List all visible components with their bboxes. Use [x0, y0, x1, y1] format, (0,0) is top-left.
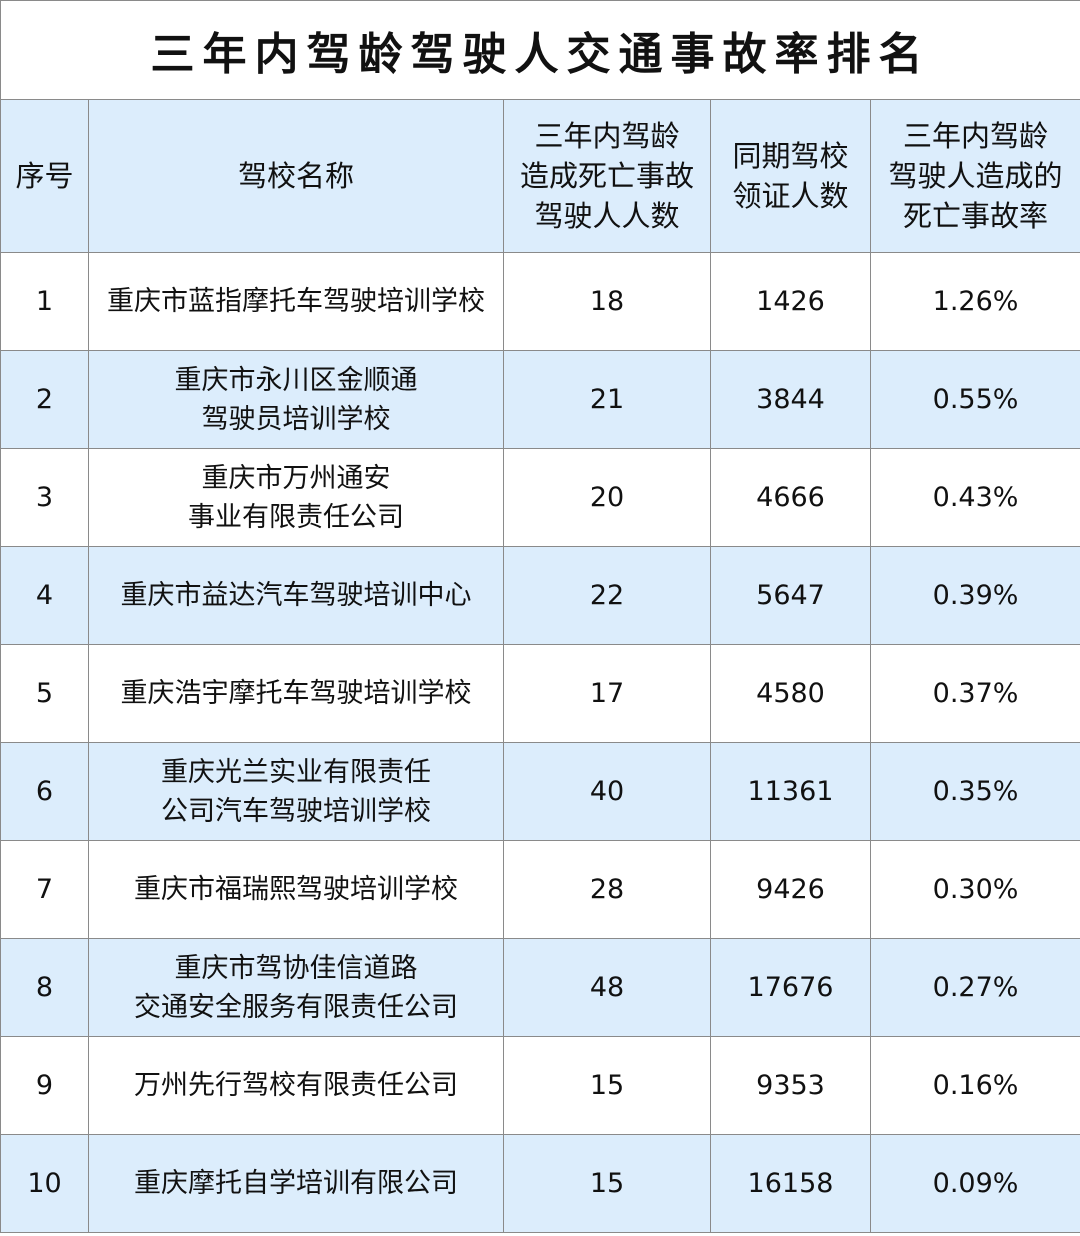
- licensed-count-cell: 5647: [710, 546, 871, 645]
- licensed-count-cell: 4580: [710, 644, 871, 743]
- header-licensed: 同期驾校 领证人数: [710, 99, 871, 253]
- table-row: 9 万州先行驾校有限责任公司 15 9353 0.16%: [0, 1036, 1080, 1135]
- school-name-cell: 重庆市福瑞熙驾驶培训学校: [88, 840, 504, 939]
- table-row: 2 重庆市永川区金顺通 驾驶员培训学校 21 3844 0.55%: [0, 350, 1080, 449]
- school-name-cell: 重庆摩托自学培训有限公司: [88, 1134, 504, 1233]
- death-count-cell: 15: [503, 1036, 711, 1135]
- rank-cell: 7: [0, 840, 89, 939]
- header-school: 驾校名称: [88, 99, 504, 253]
- school-name-cell: 重庆浩宇摩托车驾驶培训学校: [88, 644, 504, 743]
- licensed-count-cell: 4666: [710, 448, 871, 547]
- school-name-cell: 重庆市驾协佳信道路 交通安全服务有限责任公司: [88, 938, 504, 1037]
- accident-rate-cell: 0.35%: [869, 742, 1080, 841]
- rank-cell: 8: [0, 938, 89, 1037]
- table-row: 10 重庆摩托自学培训有限公司 15 16158 0.09%: [0, 1134, 1080, 1233]
- accident-rate-cell: 0.39%: [869, 546, 1080, 645]
- rank-cell: 6: [0, 742, 89, 841]
- header-deaths: 三年内驾龄 造成死亡事故 驾驶人人数: [503, 99, 711, 253]
- rank-cell: 5: [0, 644, 89, 743]
- licensed-count-cell: 1426: [710, 252, 871, 351]
- licensed-count-cell: 11361: [710, 742, 871, 841]
- accident-rate-cell: 0.09%: [869, 1134, 1080, 1233]
- death-count-cell: 17: [503, 644, 711, 743]
- rank-cell: 3: [0, 448, 89, 547]
- accident-rate-cell: 0.37%: [869, 644, 1080, 743]
- rank-cell: 2: [0, 350, 89, 449]
- header-rate: 三年内驾龄 驾驶人造成的 死亡事故率: [869, 99, 1080, 253]
- school-name-cell: 重庆光兰实业有限责任 公司汽车驾驶培训学校: [88, 742, 504, 841]
- death-count-cell: 22: [503, 546, 711, 645]
- death-count-cell: 40: [503, 742, 711, 841]
- accident-rate-cell: 0.16%: [869, 1036, 1080, 1135]
- table-row: 5 重庆浩宇摩托车驾驶培训学校 17 4580 0.37%: [0, 644, 1080, 743]
- accident-rate-cell: 1.26%: [869, 252, 1080, 351]
- table-title: 三年内驾龄驾驶人交通事故率排名: [0, 0, 1080, 100]
- rank-cell: 4: [0, 546, 89, 645]
- death-count-cell: 15: [503, 1134, 711, 1233]
- licensed-count-cell: 16158: [710, 1134, 871, 1233]
- school-name-cell: 重庆市万州通安 事业有限责任公司: [88, 448, 504, 547]
- accident-rate-cell: 0.30%: [869, 840, 1080, 939]
- death-count-cell: 18: [503, 252, 711, 351]
- table-row: 6 重庆光兰实业有限责任 公司汽车驾驶培训学校 40 11361 0.35%: [0, 742, 1080, 841]
- licensed-count-cell: 17676: [710, 938, 871, 1037]
- table-row: 4 重庆市益达汽车驾驶培训中心 22 5647 0.39%: [0, 546, 1080, 645]
- table-row: 3 重庆市万州通安 事业有限责任公司 20 4666 0.43%: [0, 448, 1080, 547]
- death-count-cell: 28: [503, 840, 711, 939]
- table-row: 7 重庆市福瑞熙驾驶培训学校 28 9426 0.30%: [0, 840, 1080, 939]
- rank-cell: 9: [0, 1036, 89, 1135]
- death-count-cell: 48: [503, 938, 711, 1037]
- accident-rate-cell: 0.55%: [869, 350, 1080, 449]
- accident-rate-cell: 0.27%: [869, 938, 1080, 1037]
- licensed-count-cell: 9426: [710, 840, 871, 939]
- licensed-count-cell: 9353: [710, 1036, 871, 1135]
- death-count-cell: 20: [503, 448, 711, 547]
- school-name-cell: 重庆市蓝指摩托车驾驶培训学校: [88, 252, 504, 351]
- table-row: 8 重庆市驾协佳信道路 交通安全服务有限责任公司 48 17676 0.27%: [0, 938, 1080, 1037]
- table-row: 1 重庆市蓝指摩托车驾驶培训学校 18 1426 1.26%: [0, 252, 1080, 351]
- school-name-cell: 重庆市益达汽车驾驶培训中心: [88, 546, 504, 645]
- school-name-cell: 重庆市永川区金顺通 驾驶员培训学校: [88, 350, 504, 449]
- rank-cell: 10: [0, 1134, 89, 1233]
- header-rank: 序号: [0, 99, 89, 253]
- accident-rate-cell: 0.43%: [869, 448, 1080, 547]
- school-name-cell: 万州先行驾校有限责任公司: [88, 1036, 504, 1135]
- licensed-count-cell: 3844: [710, 350, 871, 449]
- death-count-cell: 21: [503, 350, 711, 449]
- rank-cell: 1: [0, 252, 89, 351]
